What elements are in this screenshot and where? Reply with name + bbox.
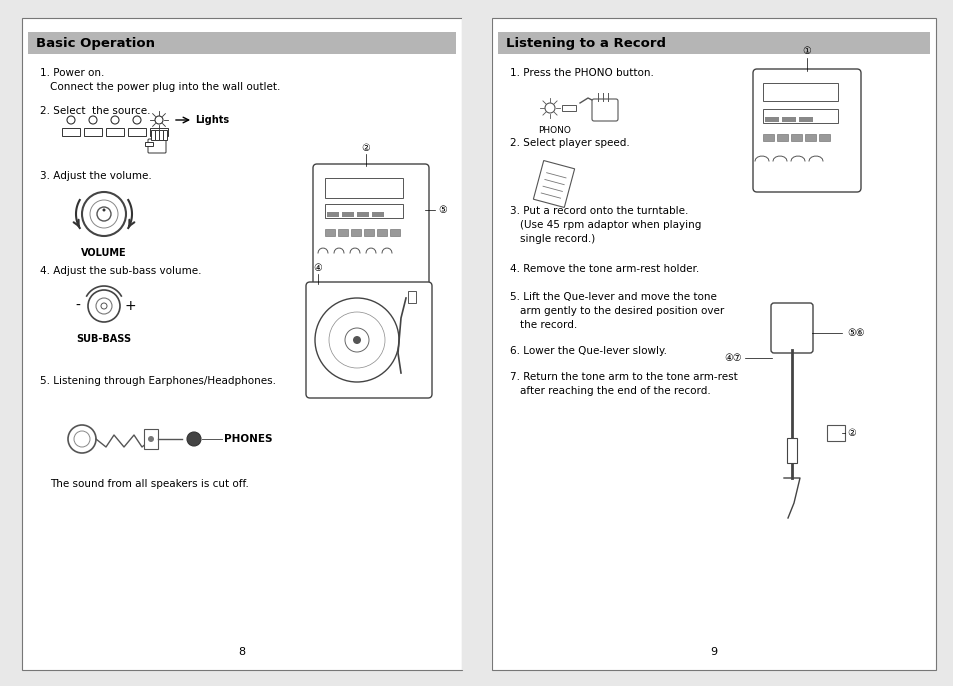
Bar [497,32,929,54]
Text: 1. Power on.: 1. Power on. [40,68,104,78]
Bar [325,229,335,236]
Text: 4. Adjust the sub-bass volume.: 4. Adjust the sub-bass volume. [40,266,201,276]
Bar [151,130,154,140]
Bar [372,212,384,217]
Text: PHONES: PHONES [224,434,273,444]
FancyBboxPatch shape [148,139,166,153]
Text: 5. Listening through Earphones/Headphones.: 5. Listening through Earphones/Headphone… [40,376,275,386]
FancyBboxPatch shape [313,164,429,292]
Text: the record.: the record. [519,320,577,330]
Text: Lights: Lights [194,115,229,125]
Bar [781,117,795,122]
Bar [799,117,812,122]
Bar [62,128,80,136]
Bar [325,178,402,198]
Bar [356,212,369,217]
Bar [776,134,787,141]
Bar [84,128,102,136]
Bar [786,438,796,463]
Text: 9: 9 [710,647,717,657]
Bar [337,229,348,236]
Text: (Use 45 rpm adaptor when playing: (Use 45 rpm adaptor when playing [519,220,700,230]
Bar [154,130,159,140]
FancyBboxPatch shape [770,303,812,353]
Bar [826,425,844,441]
Circle shape [102,209,106,211]
Text: 7. Return the tone arm to the tone arm-rest: 7. Return the tone arm to the tone arm-r… [510,372,737,382]
Bar [325,204,402,218]
Text: PHONO: PHONO [538,126,571,135]
Text: +: + [124,299,135,313]
Bar [561,105,576,111]
Bar [492,18,935,670]
Bar [762,83,837,101]
Bar [22,18,461,670]
Text: 1. Press the PHONO button.: 1. Press the PHONO button. [510,68,653,78]
Text: after reaching the end of the record.: after reaching the end of the record. [519,386,710,396]
Text: ④⑦: ④⑦ [723,353,740,363]
Text: ②: ② [361,143,370,153]
Text: 3. Put a record onto the turntable.: 3. Put a record onto the turntable. [510,206,688,216]
FancyBboxPatch shape [752,69,861,192]
Bar [461,18,492,670]
Circle shape [187,432,201,446]
Bar [376,229,387,236]
Bar [762,134,773,141]
Bar [327,212,338,217]
Text: 4. Remove the tone arm-rest holder.: 4. Remove the tone arm-rest holder. [510,264,699,274]
Text: 8: 8 [238,647,245,657]
Text: 6. Lower the Que-lever slowly.: 6. Lower the Que-lever slowly. [510,346,666,356]
Bar [28,32,456,54]
Circle shape [353,336,360,344]
Bar [128,128,146,136]
Bar [341,212,354,217]
Bar [790,134,801,141]
Bar [351,229,360,236]
Bar [106,128,124,136]
Text: Basic Operation: Basic Operation [36,36,154,49]
Text: ④: ④ [314,263,322,273]
Bar [144,429,158,449]
Text: 2. Select  the source.: 2. Select the source. [40,106,151,116]
Text: SUB-BASS: SUB-BASS [76,334,132,344]
FancyBboxPatch shape [306,282,432,398]
Bar [145,142,152,146]
Bar [364,229,374,236]
Text: Listening to a Record: Listening to a Record [505,36,665,49]
Polygon shape [533,161,574,207]
Bar [408,291,416,303]
Bar [150,128,168,136]
Text: Connect the power plug into the wall outlet.: Connect the power plug into the wall out… [50,82,280,92]
Text: VOLUME: VOLUME [81,248,127,258]
Text: ②: ② [846,428,855,438]
Text: The sound from all speakers is cut off.: The sound from all speakers is cut off. [50,479,249,489]
Bar [818,134,829,141]
Bar [390,229,399,236]
Bar [159,130,163,140]
Text: ⑤⑥: ⑤⑥ [846,328,863,338]
Bar [804,134,815,141]
Text: ①: ① [801,46,810,56]
Bar [764,117,779,122]
Text: ③: ③ [361,298,370,308]
Circle shape [148,436,153,442]
FancyBboxPatch shape [592,99,618,121]
Text: ⑤: ⑤ [438,205,447,215]
Text: 3. Adjust the volume.: 3. Adjust the volume. [40,171,152,181]
Text: single record.): single record.) [519,234,595,244]
Text: 5. Lift the Que-lever and move the tone: 5. Lift the Que-lever and move the tone [510,292,716,302]
Bar [163,130,167,140]
Text: -: - [75,299,80,313]
Bar [762,109,837,123]
Text: arm gently to the desired position over: arm gently to the desired position over [519,306,723,316]
Text: 2. Select player speed.: 2. Select player speed. [510,138,629,148]
